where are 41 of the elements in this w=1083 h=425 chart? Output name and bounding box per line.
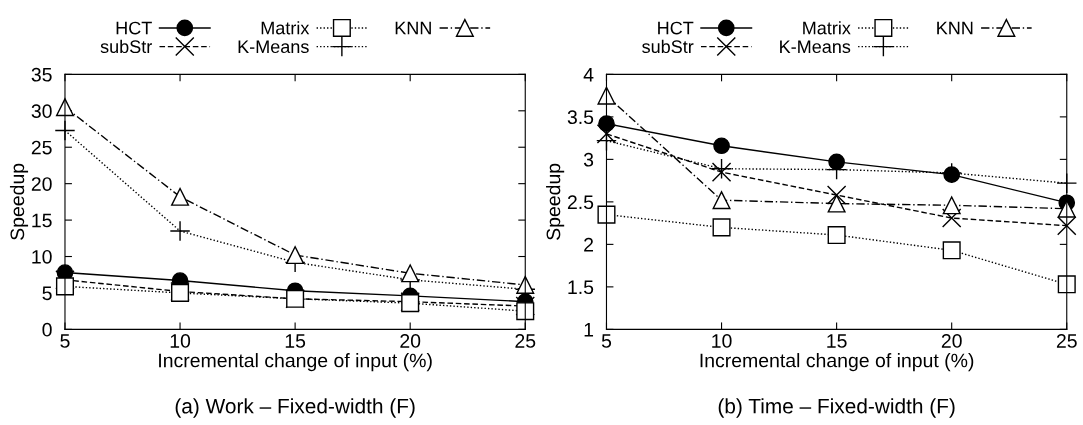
y-tick-label: 2.5 [567,195,594,210]
y-tick-label: 4 [583,68,594,82]
y-tick-label: 2 [584,237,593,252]
y-tick-label: 20 [31,177,52,191]
x-tick-label: 20 [941,334,962,348]
y-tick-label: 5 [42,286,52,301]
x-tick-label: 10 [712,334,732,348]
legend-label: subStr [100,39,152,54]
y-tick-label: 35 [31,67,52,82]
legend-label: K-Means [780,40,851,54]
y-tick-label: 3 [583,152,594,167]
text: (b) Time – Fixed-width (F) [718,398,955,418]
y-tick-label: 1.5 [568,280,594,295]
y-tick-label: 10 [32,249,52,264]
legend-label: HCT [658,21,694,35]
x-tick-label: 15 [827,334,847,348]
legend-label: Matrix [261,21,310,35]
legend-label: KNN [937,21,973,35]
legend-label: HCT [116,21,152,35]
y-tick-label: 15 [32,213,52,228]
y-axis-title: Speedup [9,163,29,240]
y-tick-label: 30 [31,104,52,119]
x-tick-label: 20 [400,334,421,348]
legend-label: K-Means [238,40,309,54]
x-tick-label: 5 [60,334,70,348]
legend-label: KNN [395,21,431,35]
x-tick-label: 5 [601,334,612,348]
y-axis-title: Speedup [546,163,565,240]
legend-label: subStr [642,39,694,54]
x-tick-label: 15 [285,334,306,348]
x-tick-label: 25 [1056,334,1077,348]
legend-label: Matrix [803,21,851,35]
y-tick-label: 0 [42,322,52,337]
x-tick-label: 25 [515,334,536,348]
x-axis-title: Incremental change of input (%) [700,353,974,372]
x-tick-label: 10 [170,334,191,348]
x-axis-title: Incremental change of input (%) [159,353,432,372]
y-tick-label: 3.5 [567,110,594,125]
text: (a) Work – Fixed-width (F) [175,398,415,418]
y-tick-label: 1 [584,323,594,337]
y-tick-label: 25 [31,140,52,155]
